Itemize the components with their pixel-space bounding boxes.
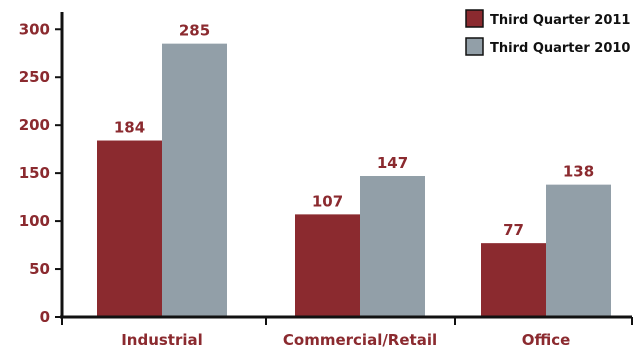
x-tick-label-industrial: Industrial xyxy=(121,331,203,347)
x-tick-label-commercial-retail: Commercial/Retail xyxy=(283,331,437,347)
bar-office-third-quarter-2010 xyxy=(546,184,611,317)
data-label-industrial-third-quarter-2010: 285 xyxy=(179,22,210,40)
y-tick-label-0: 0 xyxy=(40,308,50,326)
bars-group xyxy=(97,43,611,318)
data-label-commercial-retail-third-quarter-2011: 107 xyxy=(312,192,343,210)
bar-industrial-third-quarter-2011 xyxy=(97,140,162,317)
y-ticks-group: 0 50 100 150 200 250 300 xyxy=(19,20,62,326)
data-labels-group: 184 285 107 147 77 138 xyxy=(114,22,594,239)
y-tick-label-300: 300 xyxy=(19,20,50,38)
legend-label-third-quarter-2011: Third Quarter 2011 xyxy=(490,13,630,28)
bar-office-third-quarter-2011 xyxy=(481,243,546,317)
data-label-industrial-third-quarter-2011: 184 xyxy=(114,119,145,137)
x-tick-label-office: Office xyxy=(522,331,571,347)
bar-industrial-third-quarter-2010 xyxy=(162,43,227,318)
y-tick-label-200: 200 xyxy=(19,116,50,134)
x-ticks-group: Industrial Commercial/Retail Office xyxy=(61,317,633,347)
bar-commercial-retail-third-quarter-2010 xyxy=(360,176,425,317)
y-tick-label-150: 150 xyxy=(19,164,50,182)
y-tick-label-50: 50 xyxy=(29,260,50,278)
legend-label-third-quarter-2010: Third Quarter 2010 xyxy=(490,41,630,56)
bar-commercial-retail-third-quarter-2011 xyxy=(295,214,360,317)
y-tick-label-100: 100 xyxy=(19,212,50,230)
axes-group xyxy=(60,12,632,319)
data-label-office-third-quarter-2011: 77 xyxy=(503,221,524,239)
legend-swatch-third-quarter-2011 xyxy=(465,9,484,28)
y-tick-label-250: 250 xyxy=(19,68,50,86)
data-label-commercial-retail-third-quarter-2010: 147 xyxy=(377,154,408,172)
data-label-office-third-quarter-2010: 138 xyxy=(563,163,594,181)
legend-swatch-third-quarter-2010 xyxy=(465,37,484,56)
legend: Third Quarter 2011 Third Quarter 2010 xyxy=(465,9,630,56)
